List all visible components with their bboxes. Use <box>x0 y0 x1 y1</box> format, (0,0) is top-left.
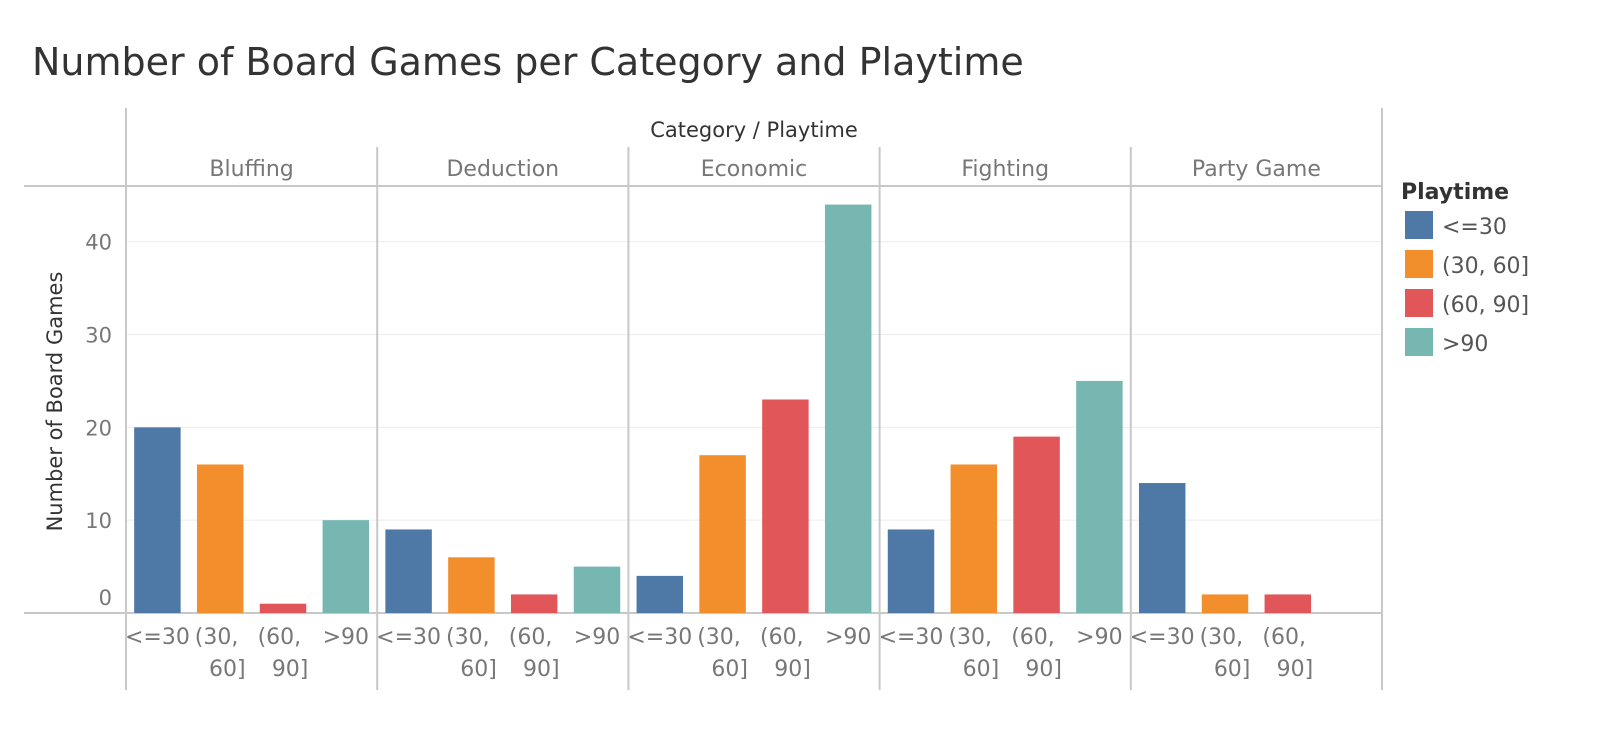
x-tick-label: <=30 <box>125 625 190 650</box>
y-tick-label: 20 <box>85 416 112 440</box>
bar <box>699 455 746 613</box>
bar <box>573 566 621 613</box>
x-tick-label: 90] <box>523 657 560 682</box>
gridlines <box>126 241 1382 521</box>
bar <box>1201 594 1249 613</box>
bar <box>1264 594 1312 613</box>
x-tick-label: (30, <box>948 625 992 650</box>
bar <box>1013 436 1060 613</box>
x-tick-label: 60] <box>963 657 1000 682</box>
legend-swatch <box>1405 328 1433 356</box>
bar <box>134 427 181 613</box>
legend-item-label: <=30 <box>1442 215 1507 240</box>
column-header: Category / Playtime <box>650 118 858 142</box>
bar <box>887 529 935 613</box>
x-tick-label: (30, <box>1200 625 1244 650</box>
legend-item-label: >90 <box>1442 332 1488 357</box>
bar <box>510 594 558 613</box>
x-tick-label: <=30 <box>1130 625 1195 650</box>
bar <box>259 603 307 613</box>
x-tick-label: 60] <box>1214 657 1251 682</box>
x-tick-label: >90 <box>825 625 871 650</box>
x-tick-label: 60] <box>711 657 748 682</box>
bars <box>134 204 1312 613</box>
y-tick-label: 40 <box>85 231 112 255</box>
x-tick-label: >90 <box>1076 625 1122 650</box>
x-tick-label: (30, <box>195 625 239 650</box>
y-tick-label: 0 <box>99 586 112 610</box>
x-tick-label: (60, <box>258 625 302 650</box>
bar <box>196 464 244 613</box>
x-tick-label: (60, <box>1011 625 1055 650</box>
x-tick-label: <=30 <box>627 625 692 650</box>
bar <box>950 464 998 613</box>
legend-swatch <box>1405 250 1433 278</box>
bar <box>322 520 370 613</box>
category-label: Economic <box>701 157 808 182</box>
x-tick-label: 60] <box>460 657 497 682</box>
chart-frame <box>24 108 1383 690</box>
bar <box>636 575 684 613</box>
category-label: Deduction <box>446 157 559 182</box>
category-label: Bluffing <box>209 157 293 182</box>
x-tick-label: 90] <box>272 657 309 682</box>
y-axis-label: Number of Board Games <box>43 272 67 532</box>
category-label: Fighting <box>961 157 1049 182</box>
bar <box>385 529 432 613</box>
y-tick-label: 30 <box>85 324 112 348</box>
x-tick-label: >90 <box>574 625 620 650</box>
chart-title: Number of Board Games per Category and P… <box>32 40 1024 84</box>
x-tick-label: 90] <box>1277 657 1314 682</box>
category-label: Party Game <box>1192 157 1321 182</box>
y-tick-label: 10 <box>85 509 112 533</box>
legend-item-label: (30, 60] <box>1442 254 1529 279</box>
x-tick-label: (60, <box>760 625 804 650</box>
x-tick-label: <=30 <box>376 625 441 650</box>
x-tick-label: (60, <box>1262 625 1306 650</box>
bar <box>824 204 872 613</box>
legend: Playtime <=30 (30, 60] (60, 90] >90 <box>1401 180 1529 357</box>
legend-title: Playtime <box>1401 180 1509 205</box>
legend-item-label: (60, 90] <box>1442 293 1529 318</box>
x-tick-label: 90] <box>774 657 811 682</box>
bar <box>448 557 495 613</box>
bar <box>1076 380 1123 613</box>
x-tick-label: 60] <box>209 657 246 682</box>
bar <box>762 399 809 613</box>
x-tick-label: >90 <box>323 625 369 650</box>
x-tick-label: (30, <box>446 625 490 650</box>
legend-swatch <box>1405 211 1433 239</box>
x-tick-label: <=30 <box>879 625 944 650</box>
axes: Category / Playtime Number of Board Games… <box>43 118 1321 682</box>
x-tick-label: (60, <box>509 625 553 650</box>
bar <box>1138 483 1186 613</box>
legend-swatch <box>1405 289 1433 317</box>
x-tick-label: 90] <box>1025 657 1062 682</box>
x-tick-label: (30, <box>697 625 741 650</box>
